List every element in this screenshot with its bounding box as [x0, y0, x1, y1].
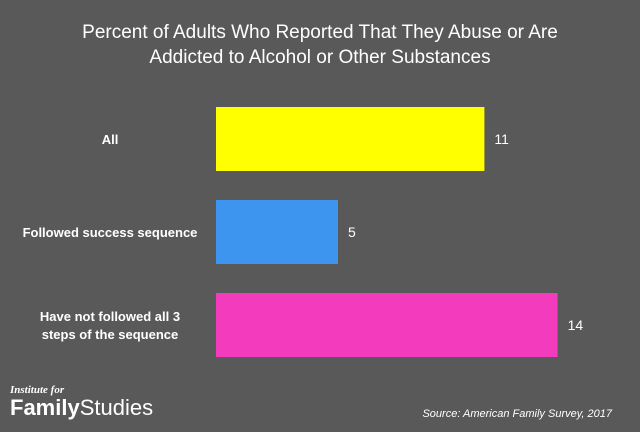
logo-small-text: Institute for — [10, 384, 65, 396]
bar-value-label-3: 14 — [568, 317, 584, 333]
category-label-line: Followed success sequence — [23, 225, 198, 240]
category-label-2: Followed success sequence — [23, 225, 198, 240]
chart-title: Percent of Adults Who Reported That They… — [0, 20, 640, 70]
bar-1 — [216, 107, 485, 171]
chart-title-line-2: Addicted to Alcohol or Other Substances — [149, 47, 491, 68]
logo-family: Family — [10, 395, 80, 420]
chart-title-line-1: Percent of Adults Who Reported That They… — [82, 22, 558, 43]
bar-value-label-1: 11 — [494, 131, 509, 147]
bar-value-label-2: 5 — [348, 224, 356, 240]
category-label-line: All — [102, 132, 119, 147]
logo-big-text: FamilyStudies — [10, 395, 153, 421]
institute-logo: Institute for FamilyStudies — [10, 384, 153, 421]
bar-3 — [216, 293, 558, 357]
category-label-line: Have not followed all 3 — [40, 309, 180, 324]
category-label-1: All — [102, 132, 119, 147]
source-note: Source: American Family Survey, 2017 — [422, 408, 612, 420]
category-label-line: steps of the sequence — [42, 327, 179, 342]
logo-studies: Studies — [79, 395, 154, 420]
category-label-3: Have not followed all 3 steps of the sequ… — [40, 309, 180, 342]
bar-2 — [216, 200, 338, 264]
